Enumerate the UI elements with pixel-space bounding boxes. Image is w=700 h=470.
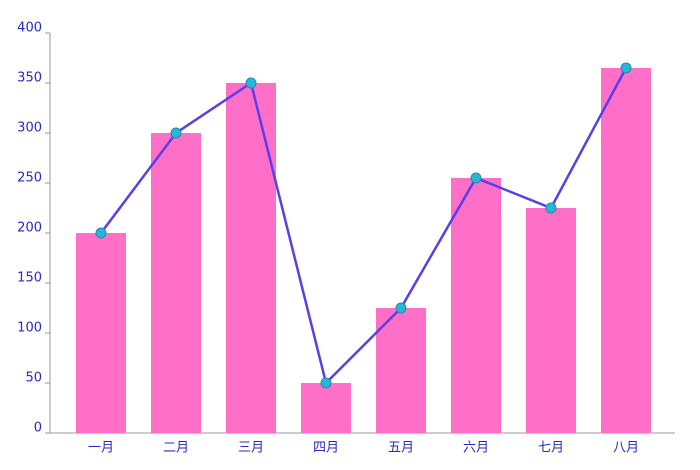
line-marker (95, 227, 107, 239)
bar (601, 68, 651, 433)
line (100, 67, 628, 386)
y-tick-label: 150 (17, 271, 42, 286)
line-marker (545, 202, 557, 214)
x-tick-label: 三月 (238, 441, 264, 456)
line-marker (395, 302, 407, 314)
bar (451, 178, 501, 433)
y-tick-label: 200 (17, 221, 42, 236)
bar (526, 208, 576, 433)
bar (76, 233, 126, 433)
line-marker (620, 62, 632, 74)
bar (376, 308, 426, 433)
x-tick-label: 八月 (613, 441, 639, 456)
line-marker (245, 77, 257, 89)
x-tick-label: 六月 (463, 441, 489, 456)
x-tick-label: 四月 (313, 441, 339, 456)
x-tick-label: 五月 (388, 441, 414, 456)
y-tick-label: 400 (17, 21, 42, 36)
y-tick-label: 350 (17, 71, 42, 86)
y-tick-label: 0 (34, 421, 42, 436)
line-marker (170, 127, 182, 139)
line-marker (470, 172, 482, 184)
x-tick-label: 七月 (538, 441, 564, 456)
y-tick-label: 50 (25, 371, 42, 386)
y-tick-label: 100 (17, 321, 42, 336)
x-tick-label: 二月 (163, 441, 189, 456)
x-tick-label: 一月 (88, 441, 114, 456)
bar (301, 383, 351, 433)
y-tick-label: 250 (17, 171, 42, 186)
y-tick-label: 300 (17, 121, 42, 136)
line-marker (320, 377, 332, 389)
bar (226, 83, 276, 433)
bar (151, 133, 201, 433)
